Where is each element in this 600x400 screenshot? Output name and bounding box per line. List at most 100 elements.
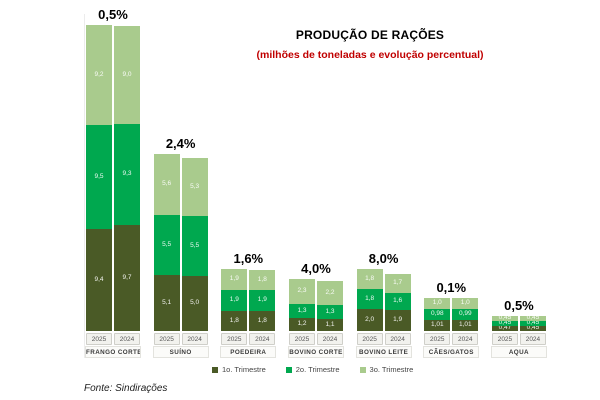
segment-value-label: 1,9 xyxy=(257,296,267,304)
bar-column-2024: 0,45 0,45 0,45 2024 xyxy=(519,316,546,345)
segment-trimestre-2: 5,5 xyxy=(181,216,208,276)
segment-trimestre-1: 0,45 xyxy=(519,326,546,331)
segment-trimestre-3: 1,8 xyxy=(356,269,383,289)
segment-value-label: 1,9 xyxy=(229,296,239,304)
stacked-bar: 1,01 0,98 1,0 xyxy=(424,298,451,331)
segment-value-label: 0,99 xyxy=(458,310,472,318)
segment-trimestre-1: 1,9 xyxy=(384,310,411,331)
bar-pair: 9,4 9,5 9,2 2025 9,7 9,3 9,0 2024 xyxy=(86,25,140,345)
stacked-bar: 1,1 1,3 2,2 xyxy=(316,281,343,331)
segment-trimestre-2: 1,6 xyxy=(384,293,411,310)
category-label: BOVINO LEITE xyxy=(355,346,412,358)
segment-trimestre-3: 5,3 xyxy=(181,158,208,216)
segment-trimestre-2: 0,98 xyxy=(424,309,451,320)
bar-group: 4,0% 1,2 1,3 2,3 2025 1,1 1,3 2,2 2024 BOVINO COR… xyxy=(287,261,344,358)
year-tick-label: 2024 xyxy=(249,333,276,345)
percent-change-label: 2,4% xyxy=(165,136,196,151)
segment-value-label: 1,3 xyxy=(297,306,307,314)
segment-trimestre-1: 9,7 xyxy=(114,225,140,331)
stacked-bar: 2,0 1,8 1,8 xyxy=(356,269,383,331)
bar-column-2025: 0,47 0,45 0,45 2025 xyxy=(491,316,518,345)
segment-trimestre-1: 9,4 xyxy=(86,229,112,331)
segment-trimestre-3: 5,6 xyxy=(153,154,180,215)
segment-value-label: 1,6 xyxy=(393,297,403,305)
segment-trimestre-3: 2,2 xyxy=(316,281,343,305)
legend-label: 1o. Trimestre xyxy=(222,365,266,374)
legend-item: 3o. Trimestre xyxy=(359,365,413,374)
year-tick-label: 2024 xyxy=(316,333,343,345)
segment-trimestre-2: 1,3 xyxy=(316,305,343,319)
segment-value-label: 1,3 xyxy=(325,307,335,315)
percent-change-label: 0,1% xyxy=(436,280,467,295)
bar-column-2025: 5,1 5,5 5,6 2025 xyxy=(153,154,180,345)
year-tick-label: 2025 xyxy=(288,333,315,345)
stacked-bar: 5,0 5,5 5,3 xyxy=(181,158,208,331)
chart-title: PRODUÇÃO DE RAÇÕES xyxy=(295,28,445,42)
category-label: BOVINO CORTE xyxy=(287,346,344,358)
segment-value-label: 1,01 xyxy=(458,321,472,329)
year-tick-label: 2024 xyxy=(452,333,479,345)
segment-trimestre-3: 1,9 xyxy=(221,269,248,290)
stacked-bar: 0,45 0,45 0,45 xyxy=(519,316,546,331)
category-label: AQUA xyxy=(490,346,547,358)
bar-group: 8,0% 2,0 1,8 1,8 2025 1,9 1,6 1,7 2024 BOVINO LEI… xyxy=(355,251,412,358)
segment-value-label: 0,98 xyxy=(430,310,444,318)
segment-trimestre-2: 1,9 xyxy=(249,290,276,311)
segment-value-label: 1,2 xyxy=(297,320,307,328)
segment-trimestre-3: 9,0 xyxy=(114,26,140,124)
segment-trimestre-3: 1,0 xyxy=(452,298,479,309)
bar-column-2024: 1,01 0,99 1,0 2024 xyxy=(452,298,479,345)
segment-trimestre-3: 0,45 xyxy=(491,316,518,321)
segment-value-label: 1,8 xyxy=(365,294,375,302)
segment-value-label: 1,7 xyxy=(393,279,403,287)
segment-trimestre-2: 9,5 xyxy=(86,125,112,229)
segment-trimestre-2: 1,8 xyxy=(356,289,383,309)
source-note: Fonte: Sindirações xyxy=(84,383,168,394)
segment-value-label: 1,8 xyxy=(365,274,375,282)
segment-value-label: 1,9 xyxy=(229,275,239,283)
bar-column-2024: 9,7 9,3 9,0 2024 xyxy=(114,26,140,345)
segment-value-label: 2,3 xyxy=(297,287,307,295)
legend-swatch-trimestre-3 xyxy=(359,366,366,373)
segment-value-label: 5,5 xyxy=(190,241,200,249)
segment-trimestre-1: 1,01 xyxy=(424,320,451,331)
bar-column-2024: 1,8 1,9 1,8 2024 xyxy=(249,270,276,345)
segment-trimestre-2: 0,99 xyxy=(452,309,479,320)
segment-value-label: 9,2 xyxy=(94,70,104,78)
bar-column-2025: 1,01 0,98 1,0 2025 xyxy=(424,298,451,345)
segment-trimestre-1: 1,01 xyxy=(452,320,479,331)
bar-chart: 0,5% 9,4 9,5 9,2 2025 9,7 9,3 9,0 2024 FRANGO COR… xyxy=(84,7,547,358)
bar-column-2024: 1,1 1,3 2,2 2024 xyxy=(316,281,343,345)
segment-value-label: 0,47 xyxy=(498,326,512,331)
segment-value-label: 5,1 xyxy=(162,298,172,306)
year-tick-label: 2024 xyxy=(114,333,140,345)
segment-trimestre-2: 5,5 xyxy=(153,215,180,275)
segment-value-label: 5,5 xyxy=(162,240,172,248)
segment-trimestre-3: 2,3 xyxy=(288,279,315,304)
segment-value-label: 9,5 xyxy=(94,172,104,180)
bar-pair: 1,8 1,9 1,9 2025 1,8 1,9 1,8 2024 xyxy=(221,269,276,345)
segment-value-label: 5,3 xyxy=(190,182,200,190)
stacked-bar: 1,2 1,3 2,3 xyxy=(288,279,315,331)
chart-legend: 1o. Trimestre 2o. Trimestre 3o. Trimestre xyxy=(212,365,413,374)
bar-column-2025: 2,0 1,8 1,8 2025 xyxy=(356,269,383,345)
category-label: SUÍNO xyxy=(152,346,209,358)
segment-trimestre-1: 1,8 xyxy=(221,311,248,331)
segment-value-label: 1,1 xyxy=(325,320,335,328)
segment-trimestre-2: 0,45 xyxy=(491,321,518,326)
year-tick-label: 2025 xyxy=(424,333,451,345)
stacked-bar: 1,8 1,9 1,9 xyxy=(221,269,248,331)
bar-column-2025: 1,8 1,9 1,9 2025 xyxy=(221,269,248,345)
title-block: PRODUÇÃO DE RAÇÕES (milhões de toneladas… xyxy=(205,28,535,61)
segment-trimestre-3: 1,7 xyxy=(384,274,411,293)
percent-change-label: 0,5% xyxy=(504,298,534,313)
bar-group: 2,4% 5,1 5,5 5,6 2025 5,0 5,5 5,3 2024 SUÍNO xyxy=(152,136,209,358)
bar-group: 0,5% 9,4 9,5 9,2 2025 9,7 9,3 9,0 2024 FRANGO COR… xyxy=(85,7,141,358)
segment-value-label: 2,2 xyxy=(325,288,335,296)
year-tick-label: 2024 xyxy=(519,333,546,345)
segment-value-label: 9,0 xyxy=(122,70,132,78)
bar-column-2024: 1,9 1,6 1,7 2024 xyxy=(384,274,411,345)
year-tick-label: 2024 xyxy=(181,333,208,345)
segment-trimestre-1: 1,1 xyxy=(316,319,343,331)
segment-value-label: 0,45 xyxy=(526,316,540,321)
